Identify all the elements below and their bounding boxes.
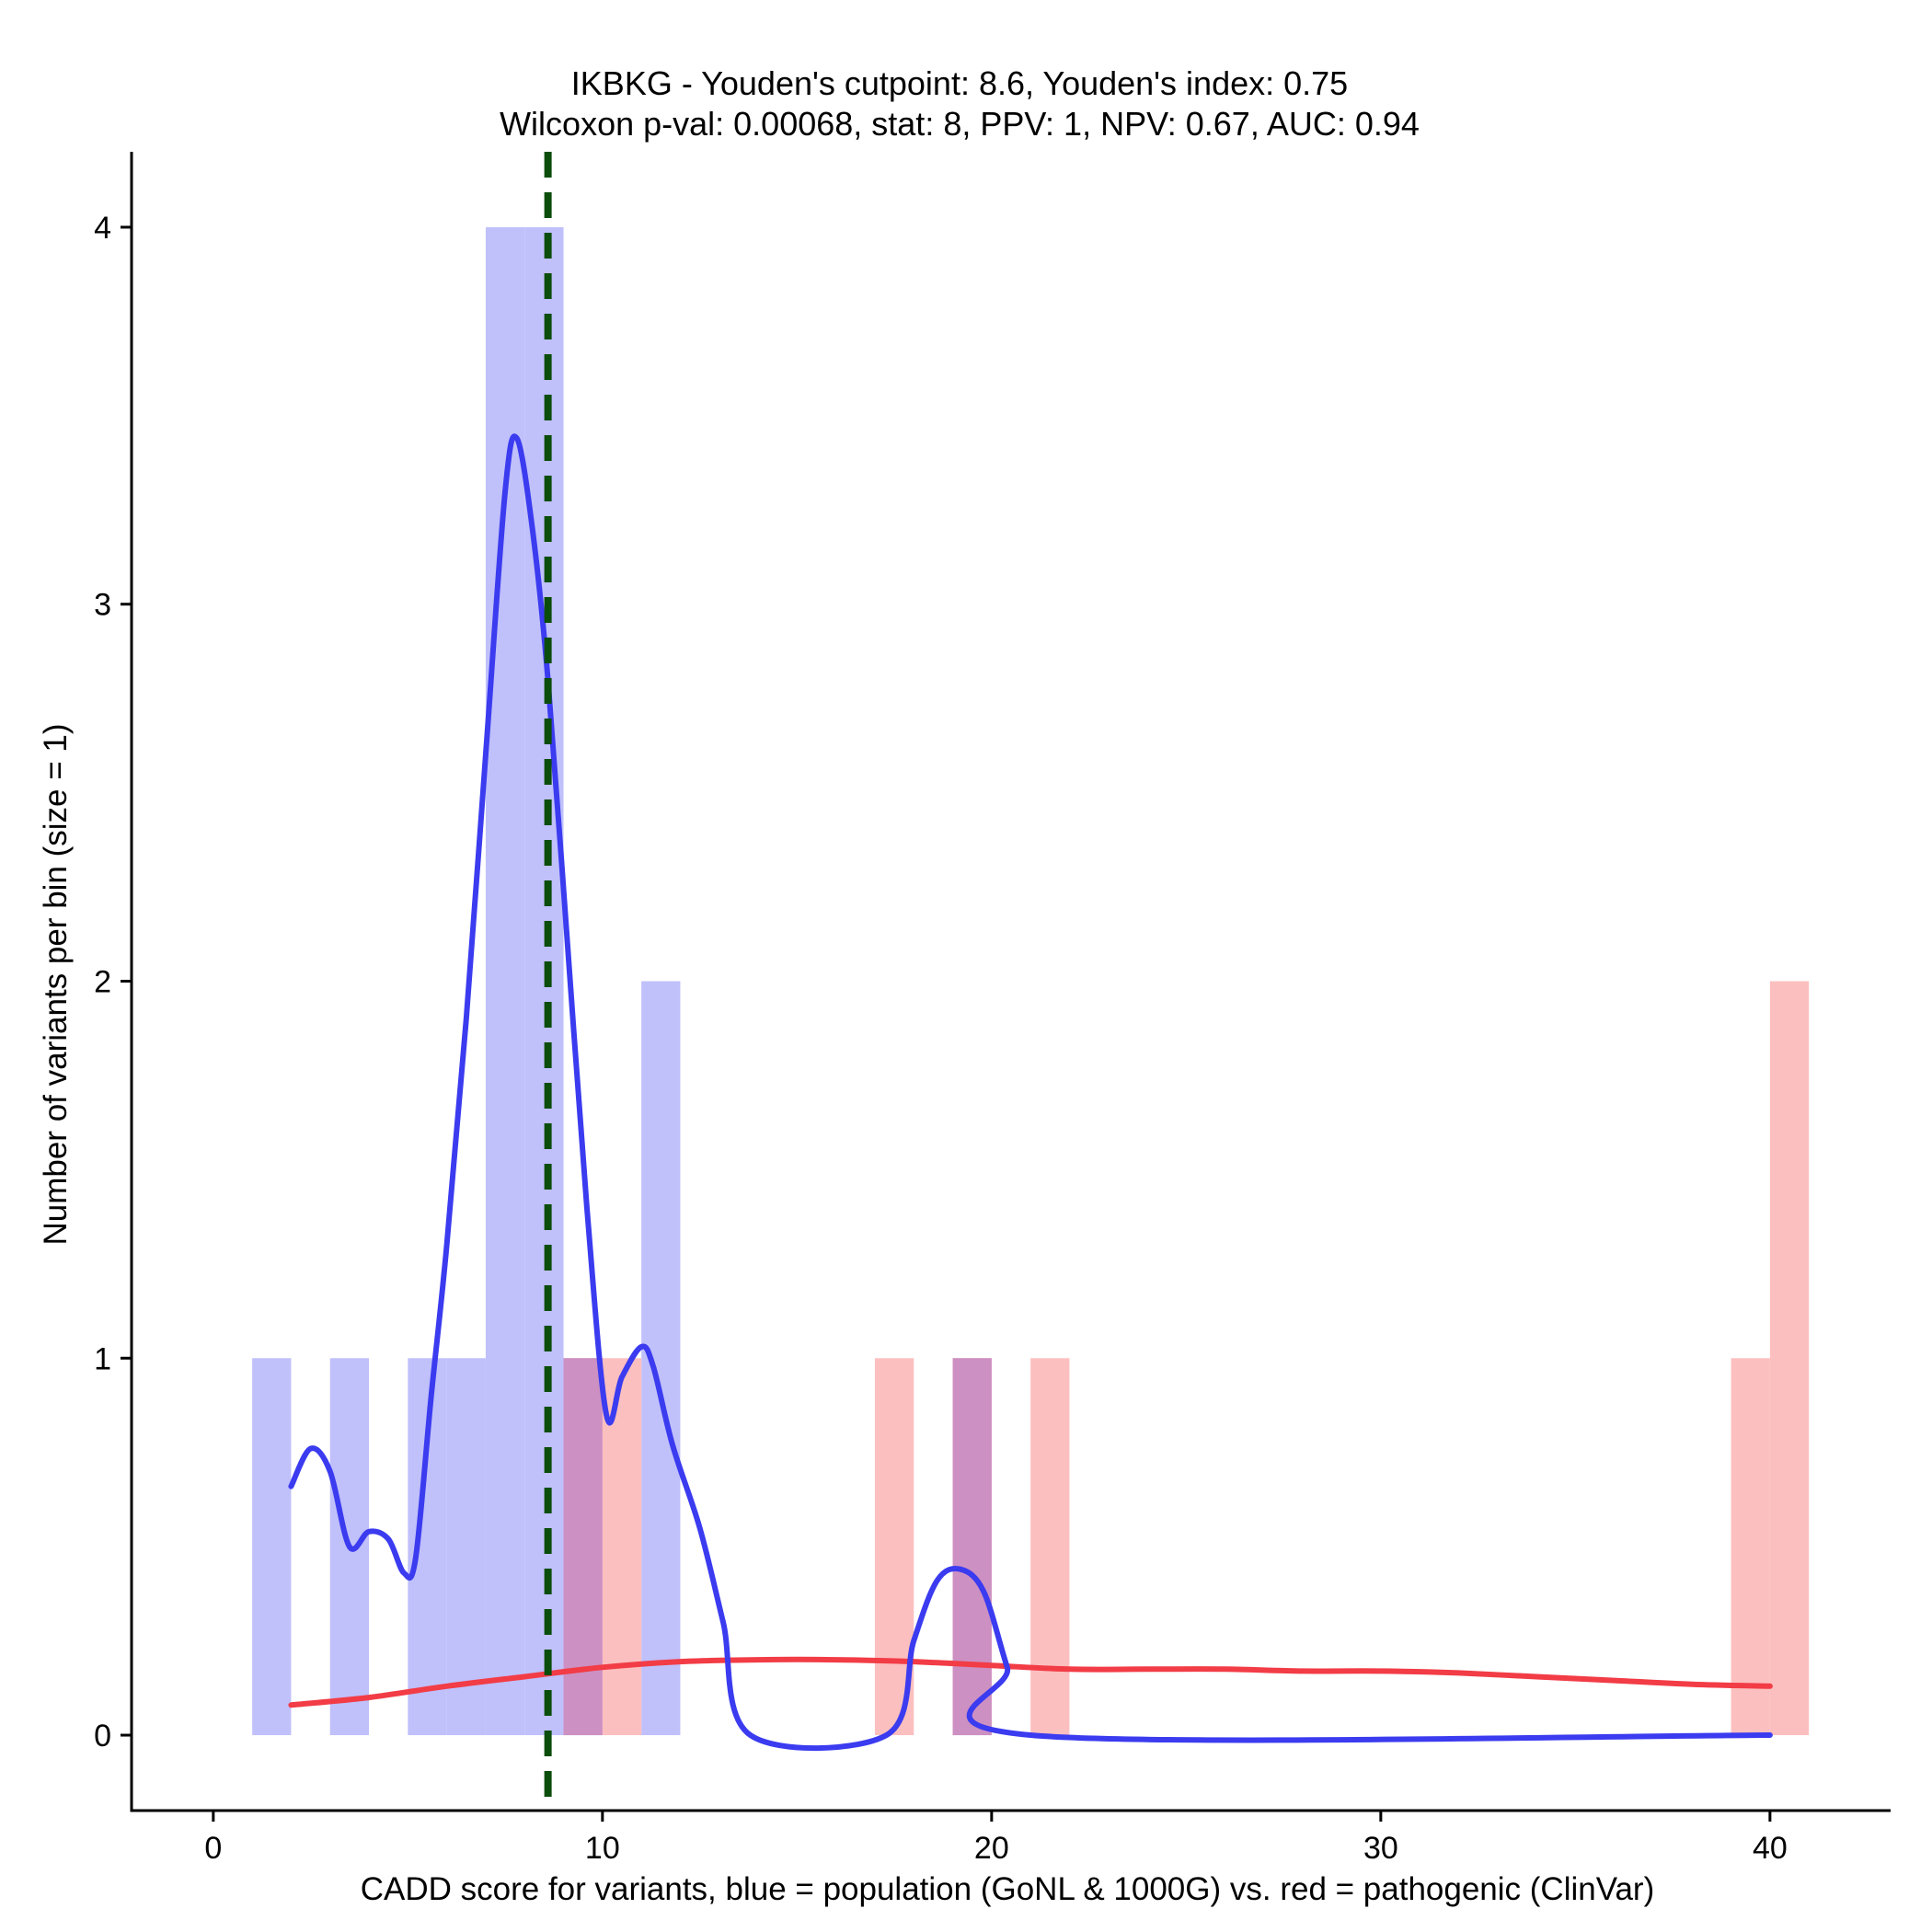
x-tick-label: 40: [1753, 1831, 1788, 1866]
pathogenic-bar: [1731, 1358, 1770, 1736]
pathogenic-bar: [1030, 1358, 1070, 1736]
pathogenic-bar: [1769, 981, 1810, 1736]
x-tick-label: 30: [1363, 1831, 1398, 1866]
overlap-bar: [952, 1358, 992, 1736]
chart-subtitle: Wilcoxon p-val: 0.00068, stat: 8, PPV: 1…: [500, 105, 1420, 143]
y-tick-label: 1: [94, 1341, 111, 1376]
population-bar: [524, 226, 564, 1736]
x-axis-label: CADD score for variants, blue = populati…: [361, 1871, 1655, 1907]
x-axis-ticks: 0 10 20 30 40: [204, 1811, 1788, 1866]
y-axis-ticks: 0 1 2 3 4: [94, 211, 132, 1754]
population-bars: [252, 226, 992, 1736]
population-bar: [252, 1358, 292, 1736]
y-tick-label: 4: [94, 211, 111, 246]
population-bar: [641, 981, 681, 1736]
pathogenic-bars: [563, 981, 1810, 1736]
pathogenic-density-line: [288, 1656, 1773, 1708]
y-tick-label: 2: [94, 965, 111, 1000]
y-tick-label: 0: [94, 1719, 111, 1754]
overlap-bar: [563, 1358, 603, 1736]
population-bar: [446, 1358, 486, 1736]
y-axis-label: Number of variants per bin (size = 1): [38, 723, 74, 1245]
axes: [130, 152, 1891, 1812]
population-density-line: [288, 433, 1773, 1752]
overlap-bars: [563, 1358, 992, 1736]
chart-title: IKBKG - Youden's cutpoint: 8.6, Youden's…: [571, 64, 1348, 102]
x-tick-label: 10: [585, 1831, 620, 1866]
y-tick-label: 3: [94, 588, 111, 623]
x-tick-label: 0: [204, 1831, 222, 1866]
x-tick-label: 20: [974, 1831, 1009, 1866]
